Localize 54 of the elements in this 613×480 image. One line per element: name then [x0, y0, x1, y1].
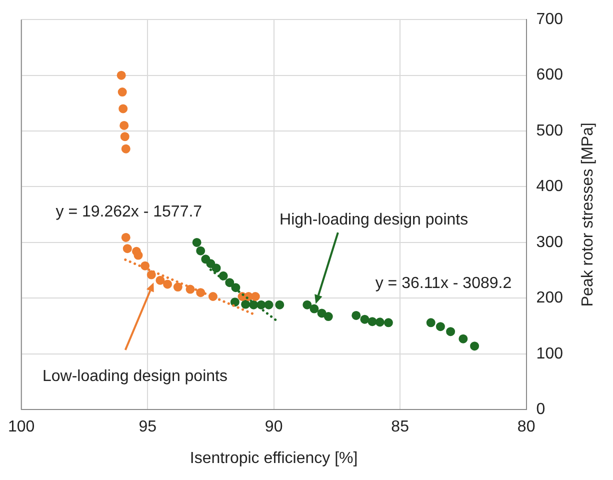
point: [196, 246, 206, 256]
point: [275, 300, 284, 310]
point: [121, 232, 130, 242]
annotation: Low-loading design points: [42, 368, 228, 385]
y-tick-label: 100: [536, 345, 564, 362]
point: [122, 244, 132, 254]
annotation: y = 19.262x - 1577.7: [56, 204, 202, 221]
point: [446, 327, 456, 336]
point: [352, 310, 361, 320]
y-tick-label: 700: [536, 11, 564, 28]
point: [310, 304, 319, 314]
y-tick-label: 400: [536, 178, 564, 196]
y-tick-label: 600: [536, 66, 564, 84]
y-axis-title: Peak rotor stresses [MPa]: [580, 122, 597, 307]
x-tick-label: 80: [517, 418, 536, 436]
point: [120, 120, 129, 130]
point: [458, 334, 468, 344]
y-tick-label: 500: [536, 122, 564, 140]
point: [230, 298, 240, 307]
annotation: y = 36.11x - 3089.2: [375, 275, 512, 292]
y-tick-label: 0: [536, 401, 546, 418]
point: [212, 264, 221, 273]
x-tick-label: 95: [138, 418, 157, 436]
point: [436, 322, 445, 332]
x-tick-label: 85: [391, 418, 410, 436]
point: [360, 314, 370, 324]
point: [118, 104, 128, 114]
point: [384, 318, 393, 328]
point: [118, 88, 127, 97]
x-axis-title: Isentropic efficiency [%]: [190, 450, 358, 467]
point: [302, 300, 312, 310]
point: [375, 318, 384, 327]
point: [134, 250, 143, 260]
point: [241, 300, 250, 309]
point: [192, 238, 202, 247]
point: [121, 144, 130, 154]
point: [470, 342, 480, 351]
point: [264, 300, 274, 310]
point: [368, 317, 377, 326]
x-tick-label: 100: [8, 418, 35, 436]
point: [317, 308, 326, 318]
x-tick-label: 90: [264, 418, 283, 436]
annotation: High-loading design points: [280, 211, 468, 228]
point: [173, 282, 182, 292]
point: [146, 270, 156, 280]
point: [120, 132, 130, 142]
point: [426, 318, 436, 328]
point: [324, 312, 333, 322]
point: [156, 276, 165, 285]
point: [163, 280, 172, 289]
y-tick-label: 200: [536, 290, 564, 307]
point: [140, 261, 150, 270]
y-tick-label: 300: [536, 234, 564, 251]
point: [116, 70, 126, 80]
